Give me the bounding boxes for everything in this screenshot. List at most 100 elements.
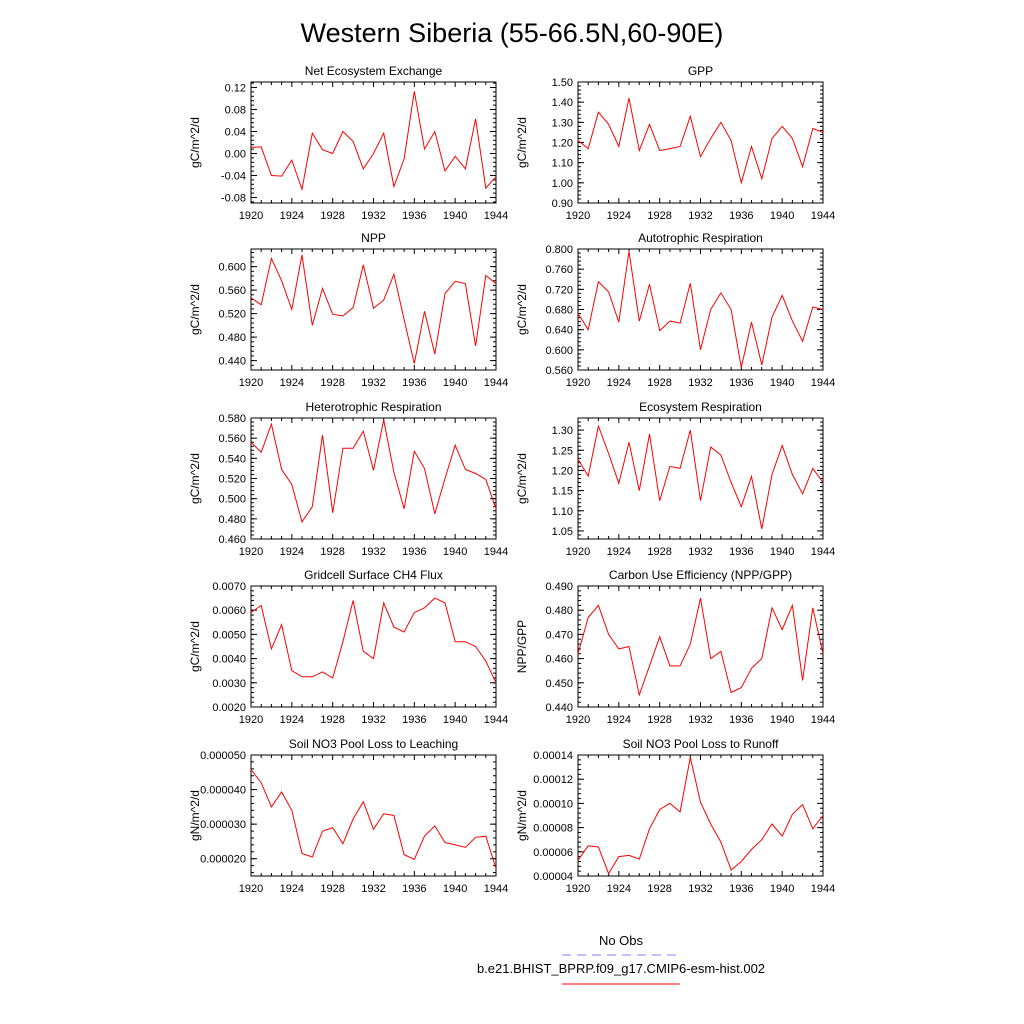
y-tick-label: 0.800 xyxy=(545,244,573,256)
x-tick-label: 1940 xyxy=(443,377,467,389)
y-tick-label: 0.00014 xyxy=(533,750,573,762)
x-tick-label: 1932 xyxy=(688,883,712,895)
y-tick-label: 0.00008 xyxy=(533,823,573,835)
y-tick-label: 0.470 xyxy=(545,629,573,641)
y-tick-label: 1.15 xyxy=(552,486,573,498)
x-tick-label: 1944 xyxy=(484,714,508,726)
x-tick-label: 1940 xyxy=(443,883,467,895)
y-tick-label: 1.05 xyxy=(552,526,573,538)
series-line xyxy=(250,91,497,192)
y-tick-label: 1.40 xyxy=(552,97,573,109)
panel-heterotrophic-respiration: Heterotrophic Respiration gC/m^2/d 1920 192… xyxy=(188,400,508,558)
legend: No Obs b.e21.BHIST_BPRP.f09_g17.CMIP6-es… xyxy=(477,933,765,985)
x-tick-label: 1920 xyxy=(239,377,263,389)
series-line xyxy=(250,597,497,684)
y-tick-label: 0.560 xyxy=(218,433,246,445)
y-tick-label: 0.00006 xyxy=(533,847,573,859)
y-tick-label: 0.540 xyxy=(218,453,246,465)
panel-npp: NPP gC/m^2/d 1920 1924 1928 1932 1936 1940 1944 0… xyxy=(188,231,508,389)
y-tick-label: 0.490 xyxy=(545,581,573,593)
y-tick-label: 0.720 xyxy=(545,284,573,296)
y-axis-label: gN/m^2/d xyxy=(188,790,202,841)
panel-title: Ecosystem Respiration xyxy=(639,400,762,414)
panel-autotrophic-respiration: Autotrophic Respiration gC/m^2/d 1920 1924 1… xyxy=(515,231,835,389)
plot-frame xyxy=(577,754,824,877)
x-tick-label: 1932 xyxy=(361,377,385,389)
x-tick-label: 1928 xyxy=(647,546,671,558)
y-tick-label: 0.08 xyxy=(225,105,246,117)
x-tick-label: 1920 xyxy=(239,210,263,222)
y-tick-label: 0.680 xyxy=(545,305,573,317)
plot-frame xyxy=(250,81,497,204)
x-tick-label: 1932 xyxy=(361,883,385,895)
x-tick-label: 1928 xyxy=(320,210,344,222)
plot-frame xyxy=(577,417,824,540)
y-tick-label: 0.440 xyxy=(545,702,573,714)
legend-label-no-obs: No Obs xyxy=(599,933,644,948)
x-tick-label: 1928 xyxy=(320,714,344,726)
y-tick-label: 1.30 xyxy=(552,117,573,129)
x-tick-label: 1924 xyxy=(607,377,631,389)
y-tick-label: 0.0040 xyxy=(212,654,246,666)
y-axis-label: gC/m^2/d xyxy=(515,453,529,504)
x-tick-label: 1924 xyxy=(280,377,304,389)
y-tick-label: 0.560 xyxy=(545,365,573,377)
y-tick-label: 0.0030 xyxy=(212,678,246,690)
y-tick-label: 0.00004 xyxy=(533,871,573,883)
y-axis-label: gN/m^2/d xyxy=(515,790,529,841)
x-tick-label: 1936 xyxy=(729,210,753,222)
x-tick-label: 1932 xyxy=(688,210,712,222)
y-tick-label: 0.440 xyxy=(218,356,246,368)
legend-label-model-run: b.e21.BHIST_BPRP.f09_g17.CMIP6-esm-hist.… xyxy=(477,961,765,976)
x-tick-label: 1928 xyxy=(320,546,344,558)
y-tick-label: 1.25 xyxy=(552,445,573,457)
y-tick-label: 0.00012 xyxy=(533,774,573,786)
x-tick-label: 1936 xyxy=(729,377,753,389)
series-line xyxy=(250,769,497,869)
panel-title: Gridcell Surface CH4 Flux xyxy=(304,568,443,582)
x-tick-label: 1920 xyxy=(566,883,590,895)
panel-soil-no3-pool-loss-to-runoff: Soil NO3 Pool Loss to Runoff gN/m^2/d 1920… xyxy=(515,737,835,895)
y-tick-label: 0.90 xyxy=(552,198,573,210)
y-axis-label: gC/m^2/d xyxy=(188,284,202,335)
x-tick-label: 1928 xyxy=(647,883,671,895)
series-line xyxy=(577,97,824,185)
x-tick-label: 1932 xyxy=(688,546,712,558)
x-tick-label: 1940 xyxy=(443,210,467,222)
y-axis-label: gC/m^2/d xyxy=(188,621,202,672)
y-tick-label: 0.04 xyxy=(225,127,246,139)
y-tick-label: 1.50 xyxy=(552,77,573,89)
series-line xyxy=(577,597,824,697)
x-tick-label: 1944 xyxy=(811,714,835,726)
y-tick-label: 0.500 xyxy=(218,494,246,506)
y-tick-label: 0.460 xyxy=(218,534,246,546)
x-tick-label: 1924 xyxy=(607,546,631,558)
x-tick-label: 1924 xyxy=(607,714,631,726)
x-tick-label: 1936 xyxy=(402,714,426,726)
y-tick-label: 0.600 xyxy=(218,262,246,274)
x-tick-label: 1944 xyxy=(811,210,835,222)
y-tick-label: 1.10 xyxy=(552,506,573,518)
x-tick-label: 1928 xyxy=(647,714,671,726)
x-tick-label: 1924 xyxy=(607,883,631,895)
x-tick-label: 1944 xyxy=(484,210,508,222)
y-tick-label: 1.20 xyxy=(552,465,573,477)
y-tick-label: 0.760 xyxy=(545,264,573,276)
x-tick-label: 1940 xyxy=(443,546,467,558)
chart-panels: Net Ecosystem Exchange gC/m^2/d 1920 1924 19… xyxy=(188,64,835,895)
panel-title: Soil NO3 Pool Loss to Runoff xyxy=(623,737,780,751)
x-tick-label: 1936 xyxy=(402,377,426,389)
y-axis-label: gC/m^2/d xyxy=(515,117,529,168)
series-line xyxy=(577,424,824,529)
y-tick-label: 0.000030 xyxy=(200,819,246,831)
x-tick-label: 1936 xyxy=(729,883,753,895)
x-tick-label: 1940 xyxy=(443,714,467,726)
panel-title: GPP xyxy=(688,64,713,78)
y-tick-label: 0.460 xyxy=(545,654,573,666)
y-tick-label: -0.08 xyxy=(221,193,246,205)
x-tick-label: 1928 xyxy=(320,377,344,389)
y-tick-label: 0.0070 xyxy=(212,581,246,593)
x-tick-label: 1932 xyxy=(361,210,385,222)
y-tick-label: -0.04 xyxy=(221,171,246,183)
